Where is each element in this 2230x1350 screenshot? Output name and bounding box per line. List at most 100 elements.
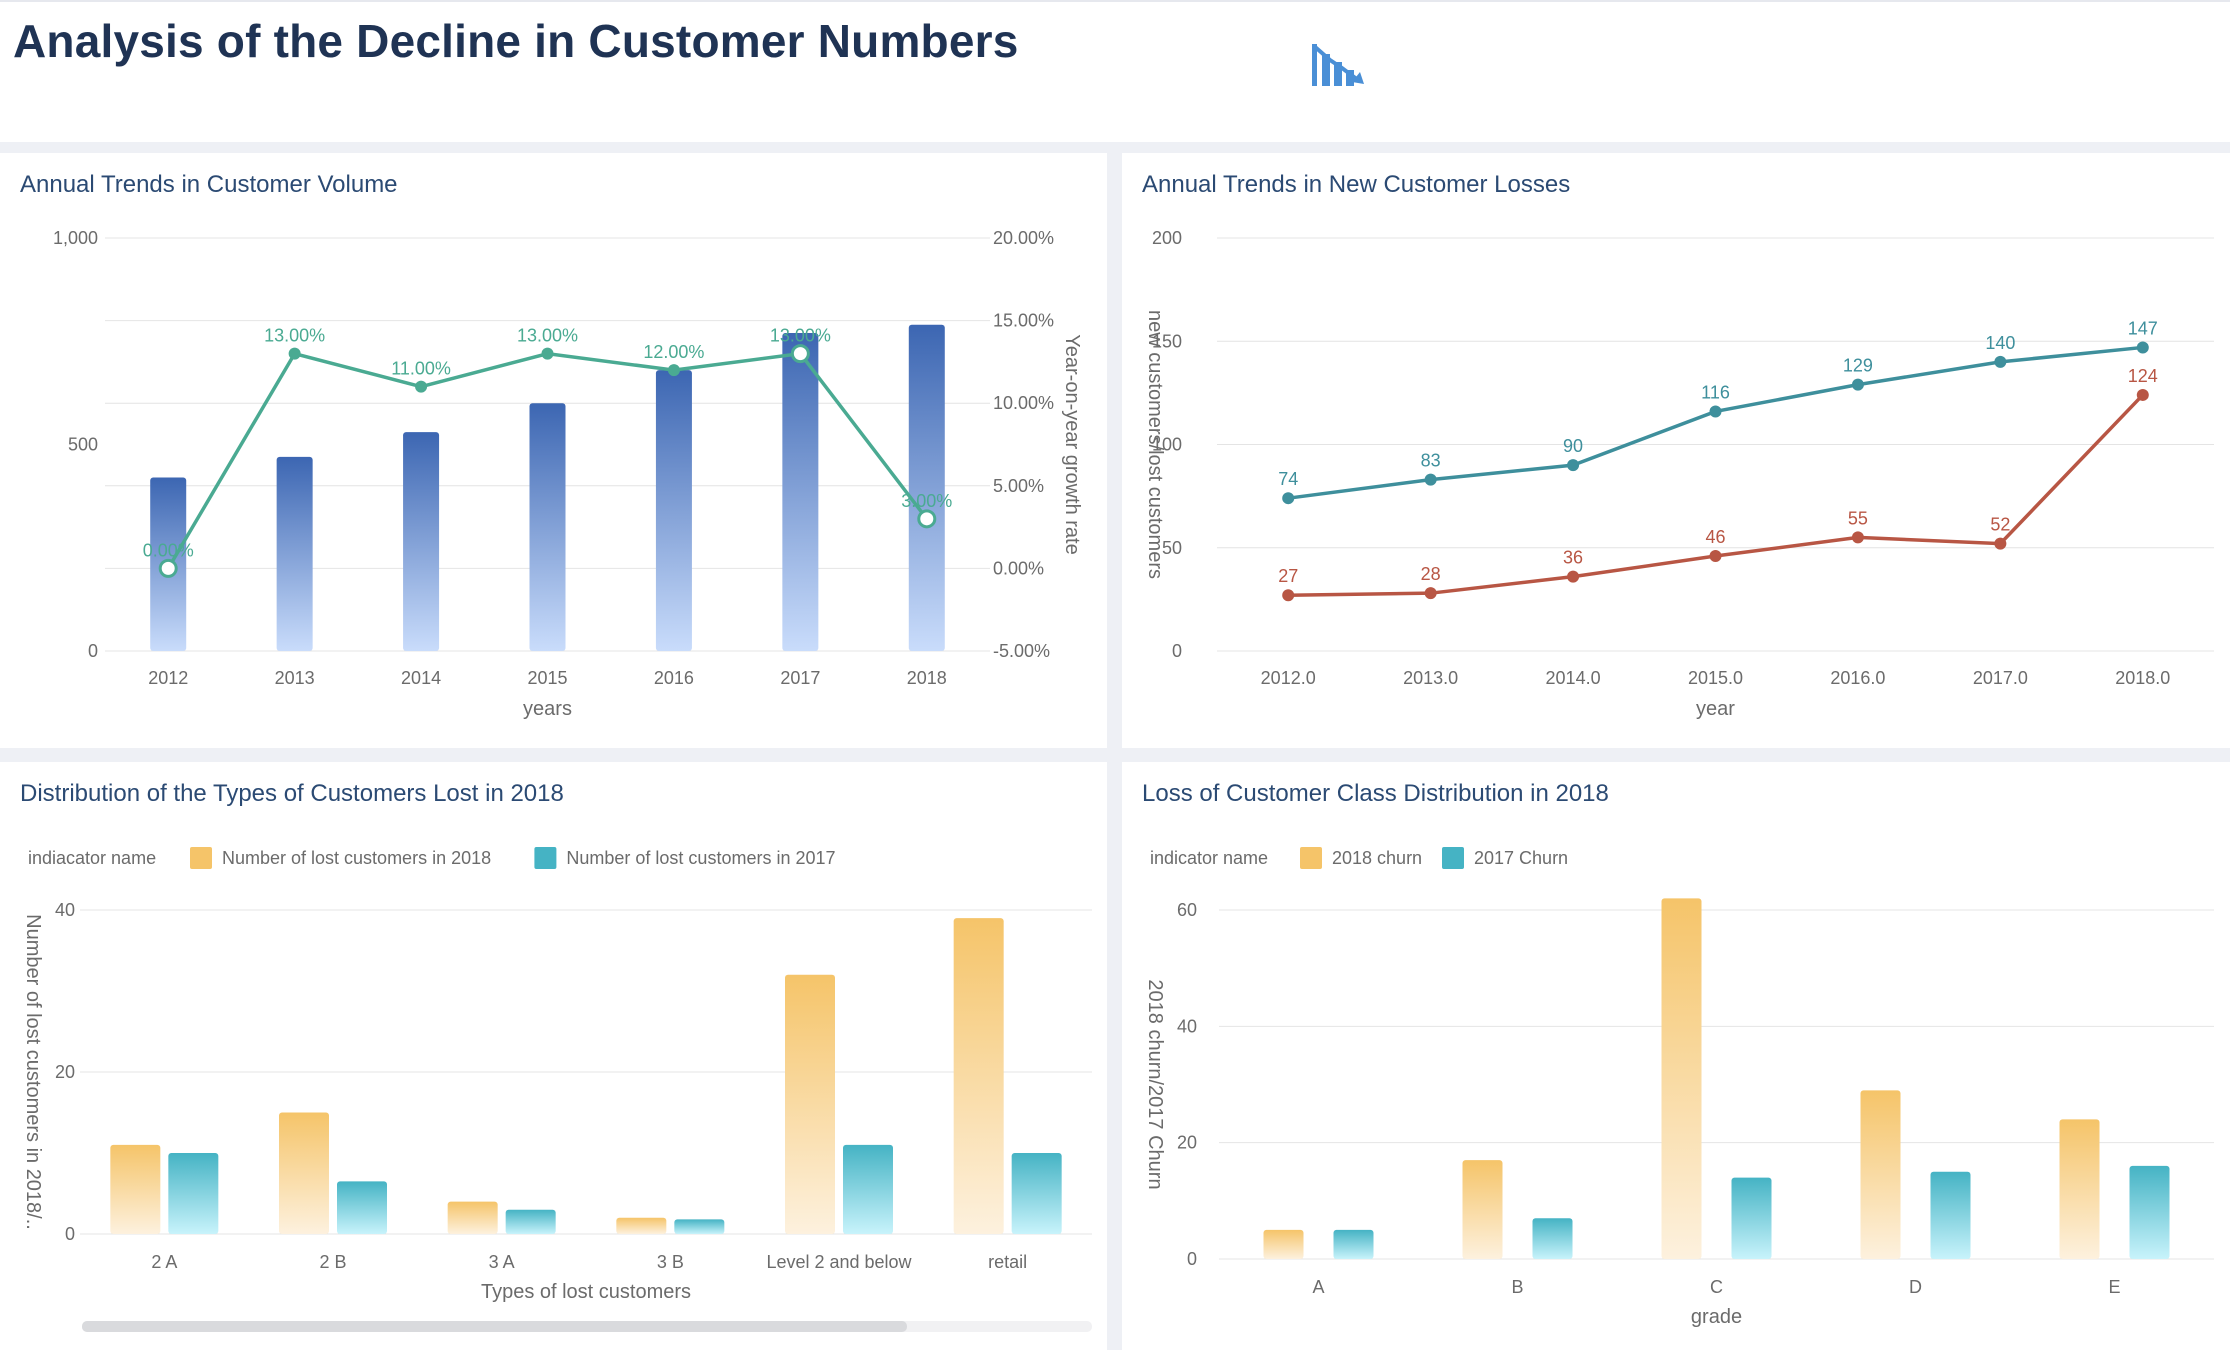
- bar-2017: [505, 1209, 556, 1234]
- growth-data-label: 3.00%: [901, 491, 952, 511]
- dashboard-header: Analysis of the Decline in Customer Numb…: [0, 0, 2230, 142]
- legend-label: Number of lost customers in 2018: [222, 848, 491, 868]
- growth-point: [667, 364, 680, 377]
- bar-2018: [1462, 1160, 1503, 1259]
- x-axis-label: Types of lost customers: [481, 1281, 691, 1303]
- x-tick-label: B: [1511, 1277, 1523, 1297]
- x-tick-label: D: [1909, 1277, 1922, 1297]
- bar: [782, 332, 819, 651]
- bar-2018: [2059, 1119, 2100, 1259]
- y-tick-label: 60: [1177, 900, 1197, 920]
- x-tick-label: 2012: [148, 668, 188, 688]
- lost-customers-data-label: 55: [1848, 508, 1868, 528]
- growth-point: [541, 347, 554, 360]
- y-tick-label: 0: [1187, 1249, 1197, 1269]
- y2-tick-label: 0.00%: [993, 558, 1044, 578]
- bar-2018: [110, 1144, 161, 1234]
- new-customers-point: [1424, 473, 1437, 486]
- new-customers-point: [1282, 492, 1295, 505]
- new-customers-point: [1567, 459, 1580, 472]
- legend-swatch: [534, 847, 557, 869]
- y-tick-label: 0: [88, 641, 98, 661]
- y-tick-label: 150: [1152, 331, 1182, 351]
- x-axis-label: year: [1696, 698, 1735, 720]
- bar: [655, 370, 692, 651]
- lost-customers-data-label: 124: [2128, 366, 2158, 386]
- y-tick-label: 100: [1152, 435, 1182, 455]
- new-customers-point: [1851, 378, 1864, 391]
- y-tick-label: 20: [55, 1062, 75, 1082]
- y-axis-label: new customers/lost customers: [1144, 310, 1166, 579]
- new-customers-data-label: 116: [1701, 382, 1730, 402]
- x-tick-label: 2016: [654, 668, 694, 688]
- x-axis-label: years: [523, 698, 572, 720]
- bar-2017: [1930, 1171, 1971, 1259]
- lost-customers-data-label: 28: [1421, 564, 1441, 584]
- x-tick-label: retail: [988, 1252, 1027, 1272]
- panel-lost-customer-types: Distribution of the Types of Customers L…: [0, 762, 1107, 1350]
- y-tick-label: 40: [55, 900, 75, 920]
- y-tick-label: 0: [65, 1224, 75, 1244]
- bar-2018: [785, 974, 835, 1234]
- x-tick-label: 2018.0: [2115, 668, 2170, 688]
- panel-title: Annual Trends in Customer Volume: [20, 171, 398, 198]
- x-tick-label: Level 2 and below: [766, 1252, 912, 1272]
- y2-tick-label: 10.00%: [993, 393, 1054, 413]
- bar-2017: [1011, 1153, 1062, 1234]
- lost-customers-point: [2136, 388, 2149, 401]
- bar-2017: [2129, 1165, 2170, 1259]
- y2-tick-label: -5.00%: [993, 641, 1050, 661]
- x-tick-label: 3 A: [489, 1252, 515, 1272]
- legend-swatch: [1300, 847, 1322, 869]
- legend-title: indicator name: [1150, 848, 1268, 868]
- y-axis-label: Number of lost customers in 2018/..: [22, 914, 44, 1230]
- declining-bar-chart-icon: [1312, 44, 1364, 86]
- y2-tick-label: 20.00%: [993, 228, 1054, 248]
- bar-2017: [337, 1181, 387, 1234]
- page-title: Analysis of the Decline in Customer Numb…: [13, 15, 1019, 67]
- bar-2017: [674, 1219, 725, 1234]
- growth-point: [790, 344, 810, 364]
- x-axis-label: grade: [1691, 1306, 1742, 1328]
- new-customers-data-label: 140: [1985, 333, 2015, 353]
- panel-title: Annual Trends in New Customer Losses: [1142, 171, 1571, 198]
- chart-new-customer-losses: 0 50 100 150 200 2012.0 2013.0 2014.0 2015.0 2016…: [1144, 228, 2214, 720]
- panel-title: Loss of Customer Class Distribution in 2…: [1142, 780, 1609, 807]
- bar: [908, 324, 945, 651]
- x-tick-label: 2014.0: [1546, 668, 1601, 688]
- x-tick-label: 2012.0: [1261, 668, 1316, 688]
- x-tick-label: 2013.0: [1403, 668, 1458, 688]
- growth-point: [917, 509, 937, 529]
- x-tick-label: C: [1710, 1277, 1723, 1297]
- growth-point: [158, 558, 178, 578]
- lost-customers-data-label: 52: [1990, 515, 2010, 535]
- lost-customers-point: [1282, 589, 1295, 602]
- legend-label: 2017 Churn: [1474, 848, 1568, 868]
- growth-data-label: 0.00%: [143, 540, 194, 560]
- y-tick-label: 50: [1162, 538, 1182, 558]
- scrollbar-thumb[interactable]: [82, 1321, 907, 1332]
- growth-data-label: 11.00%: [391, 359, 451, 379]
- lost-customers-data-label: 46: [1705, 527, 1725, 547]
- x-tick-label: 2013: [275, 668, 315, 688]
- lost-customers-point: [1851, 531, 1864, 544]
- bar-2018: [953, 918, 1004, 1234]
- lost-customers-point: [1424, 587, 1437, 600]
- growth-data-label: 13.00%: [770, 326, 831, 346]
- y-tick-label: 200: [1152, 228, 1182, 248]
- bar: [276, 456, 313, 651]
- growth-point: [415, 380, 428, 393]
- new-customers-line: [1287, 345, 2143, 500]
- y2-tick-label: 15.00%: [993, 311, 1054, 331]
- y-tick-label: 1,000: [53, 228, 98, 248]
- x-tick-label: 2 B: [319, 1252, 346, 1272]
- new-customers-data-label: 129: [1843, 356, 1873, 376]
- lost-customers-line: [1288, 393, 2145, 597]
- panel-title: Distribution of the Types of Customers L…: [20, 780, 564, 807]
- legend-label: 2018 churn: [1332, 848, 1422, 868]
- y-axis-label: 2018 churn/2017 Churn: [1144, 979, 1166, 1189]
- x-tick-label: 2014: [401, 668, 441, 688]
- x-tick-label: A: [1312, 1277, 1324, 1297]
- bar-2017: [1731, 1177, 1772, 1259]
- y-tick-label: 500: [68, 435, 98, 455]
